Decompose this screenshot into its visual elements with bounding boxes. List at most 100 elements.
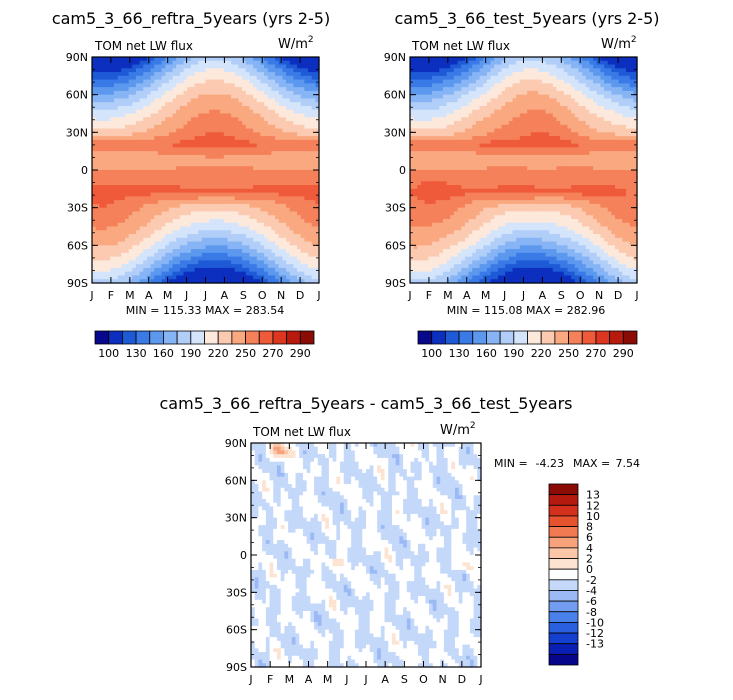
heatmap-cell [249,200,253,204]
panel-units-test: W/m2 [601,35,637,52]
heatmap-cell [198,151,202,155]
heatmap-cell [187,144,191,148]
heatmap-cell [472,65,476,69]
heatmap-cell [253,117,257,121]
heatmap-cell [151,144,155,148]
heatmap-cell [257,83,261,87]
heatmap-cell [220,151,224,155]
heatmap-cell [534,121,538,125]
heatmap-cell [132,200,136,204]
heatmap-cell [162,72,166,76]
heatmap-cell [216,162,220,166]
heatmap-cell [564,106,568,110]
heatmap-cell [206,155,210,159]
heatmap-cell [297,87,301,91]
heatmap-cell [242,193,246,197]
heatmap-cell [99,196,103,200]
heatmap-cell [249,121,253,125]
heatmap-cell [143,140,147,144]
heatmap-cell [224,196,228,200]
heatmap-cell [103,166,107,170]
heatmap-cell [238,166,242,170]
heatmap-cell [147,162,151,166]
heatmap-cell [136,110,140,114]
heatmap-cell [304,208,308,212]
heatmap-cell [191,230,195,234]
heatmap-cell [549,80,553,84]
heatmap-cell [611,65,615,69]
heatmap-cell [121,151,125,155]
heatmap-cell [443,95,447,99]
heatmap-cell [301,61,305,65]
heatmap-cell [209,132,213,136]
heatmap-cell [220,170,224,174]
heatmap-cell [282,170,286,174]
heatmap-cell [564,121,568,125]
heatmap-cell [238,260,242,264]
heatmap-cell [220,223,224,227]
heatmap-cell [224,147,228,151]
heatmap-cell [312,200,316,204]
heatmap-cell [600,68,604,72]
heatmap-cell [238,230,242,234]
heatmap-cell [604,72,608,76]
heatmap-cell [586,83,590,87]
heatmap-cell [99,189,103,193]
heatmap-cell [264,257,268,261]
heatmap-cell [216,132,220,136]
heatmap-cell [165,125,169,129]
heatmap-cell [505,76,509,80]
heatmap-cell [531,68,535,72]
heatmap-cell [147,174,151,178]
heatmap-cell [96,114,100,118]
heatmap-cell [209,166,213,170]
heatmap-cell [227,223,231,227]
heatmap-cell [534,95,538,99]
heatmap-cell [121,178,125,182]
heatmap-cell [227,121,231,125]
heatmap-cell [509,98,513,102]
heatmap-cell [129,147,133,151]
heatmap-cell [216,275,220,279]
heatmap-cell [216,144,220,148]
heatmap-cell [622,91,626,95]
heatmap-cell [286,121,290,125]
heatmap-cell [527,110,531,114]
heatmap-cell [301,211,305,215]
heatmap-cell [549,91,553,95]
heatmap-cell [118,196,122,200]
heatmap-cell [202,230,206,234]
heatmap-cell [118,174,122,178]
heatmap-cell [264,106,268,110]
heatmap-cell [195,162,199,166]
heatmap-cell [472,114,476,118]
heatmap-cell [275,57,279,61]
heatmap-cell [249,68,253,72]
heatmap-cell [297,98,301,102]
heatmap-cell [268,268,272,272]
heatmap-cell [538,68,542,72]
heatmap-cell [476,61,480,65]
heatmap-cell [110,121,114,125]
heatmap-cell [121,91,125,95]
heatmap-cell [213,83,217,87]
heatmap-cell [96,151,100,155]
heatmap-cell [268,91,272,95]
heatmap-cell [96,72,100,76]
heatmap-cell [118,87,122,91]
heatmap-cell [268,155,272,159]
heatmap-cell [195,211,199,215]
heatmap-cell [524,76,528,80]
heatmap-cell [143,76,147,80]
heatmap-cell [154,136,158,140]
heatmap-cell [417,121,421,125]
heatmap-cell [502,80,506,84]
heatmap-cell [165,121,169,125]
heatmap-cell [140,129,144,133]
heatmap-cell [209,178,213,182]
heatmap-cell [286,151,290,155]
heatmap-cell [202,170,206,174]
heatmap-cell [290,114,294,118]
heatmap-cell [275,117,279,121]
heatmap-cell [538,117,542,121]
